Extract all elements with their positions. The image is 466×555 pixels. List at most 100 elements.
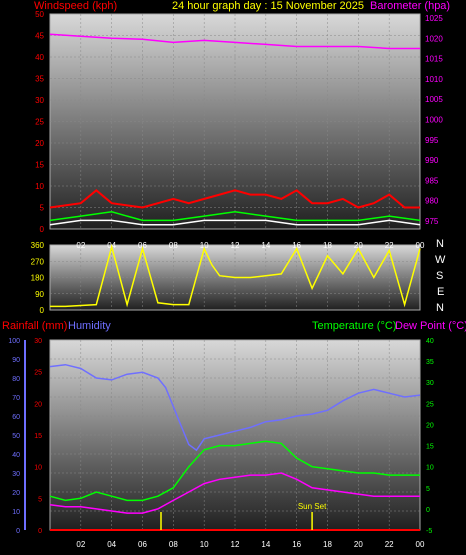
direction-tick-label: 270: [31, 257, 45, 266]
barometer-tick-label: 980: [425, 197, 439, 206]
rainfall-tick-label: 20: [34, 401, 42, 408]
direction-label-s: S: [436, 270, 444, 282]
direction-tick-label: 90: [35, 290, 44, 299]
humidity-axis-label: Humidity: [68, 320, 111, 332]
windspeed-tick-label: 25: [35, 118, 44, 127]
barometer-axis-label: Barometer (hpa): [370, 0, 451, 12]
humidity-tick-label: 60: [12, 414, 20, 421]
humidity-tick-label: 70: [12, 395, 20, 402]
windspeed-tick-label: 15: [35, 161, 44, 170]
x-tick-label: 06: [138, 241, 147, 250]
direction-label-n-top: N: [436, 238, 444, 250]
rainfall-tick-label: 30: [34, 338, 42, 345]
direction-tick-label: 360: [31, 241, 45, 250]
barometer-tick-label: 1025: [425, 14, 443, 23]
windspeed-tick-label: 40: [35, 53, 44, 62]
humidity-tick-label: 50: [12, 433, 20, 440]
windspeed-tick-label: 5: [40, 204, 45, 213]
x-tick-label: 22: [385, 241, 394, 250]
barometer-series-line: [49, 33, 420, 50]
x-tick-label: 00: [416, 241, 425, 250]
temperature-tick-label: 15: [426, 444, 434, 451]
humidity-tick-label: 40: [12, 452, 20, 459]
chart-title: 24 hour graph day : 15 November 2025: [172, 0, 365, 12]
x-tick-label: 08: [169, 241, 178, 250]
barometer-tick-label: 1005: [425, 95, 443, 104]
humidity-tick-label: 10: [12, 509, 20, 516]
temperature-tick-label: 30: [426, 380, 434, 387]
dewpoint-axis-label: Dew Point (°C): [395, 320, 466, 332]
x-tick-label: 22: [385, 540, 394, 549]
direction-tick-label: 180: [31, 274, 45, 283]
x-tick-label: 10: [200, 540, 209, 549]
x-tick-label: 20: [354, 540, 363, 549]
x-tick-label: 06: [138, 540, 147, 549]
gust-series-line: [49, 211, 421, 222]
humidity-tick-label: 20: [12, 490, 20, 497]
windspeed-axis-label: Windspeed (kph): [34, 0, 118, 12]
humidity-tick-label: 30: [12, 471, 20, 478]
windspeed-tick-label: 0: [40, 225, 45, 234]
rainfall-tick-label: 5: [38, 496, 42, 503]
rainfall-tick-label: 25: [34, 370, 42, 377]
barometer-tick-label: 1000: [425, 115, 443, 124]
temperature-tick-label: 35: [426, 359, 434, 366]
direction-label-e: E: [437, 286, 445, 298]
windspeed-tick-label: 45: [35, 32, 44, 41]
x-tick-label: 16: [292, 241, 301, 250]
temperature-tick-label: 5: [426, 486, 430, 493]
direction-tick-label: 0: [40, 306, 45, 315]
direction-label-n-bottom: N: [436, 302, 444, 314]
x-tick-label: 08: [169, 540, 178, 549]
direction-label-w: W: [435, 254, 446, 266]
direction-series-line: [50, 243, 421, 308]
barometer-tick-label: 1010: [425, 75, 443, 84]
wind-series-line: [49, 188, 420, 209]
barometer-tick-label: 985: [425, 176, 439, 185]
humidity-series-line: [49, 363, 421, 452]
dewpoint-series-line: [49, 472, 420, 514]
windspeed-tick-label: 10: [35, 182, 44, 191]
windspeed-tick-label: 20: [35, 139, 44, 148]
x-tick-label: 12: [231, 241, 240, 250]
sunset-annotation: Sun Set: [298, 502, 327, 511]
rainfall-tick-label: 0: [38, 528, 42, 535]
humidity-tick-label: 80: [12, 376, 20, 383]
windspeed-tick-label: 30: [35, 96, 44, 105]
x-tick-label: 12: [231, 540, 240, 549]
temperature-tick-label: 10: [426, 465, 434, 472]
temperature-tick-label: 25: [426, 401, 434, 408]
humidity-tick-label: 100: [8, 338, 20, 345]
windspeed-tick-label: 50: [35, 10, 44, 19]
x-tick-label: 00: [416, 540, 425, 549]
temperature-tick-label: 0: [426, 507, 430, 514]
barometer-tick-label: 995: [425, 136, 439, 145]
barometer-tick-label: 1015: [425, 55, 443, 64]
rainfall-tick-label: 15: [34, 433, 42, 440]
x-tick-label: 10: [200, 241, 209, 250]
x-tick-label: 18: [323, 540, 332, 549]
barometer-tick-label: 990: [425, 156, 439, 165]
windspeed-tick-label: 35: [35, 75, 44, 84]
x-tick-label: 02: [76, 540, 85, 549]
temperature-series-line: [49, 440, 420, 502]
rainfall-axis-label: Rainfall (mm): [2, 320, 68, 332]
x-tick-label: 16: [292, 540, 301, 549]
x-tick-label: 04: [107, 540, 116, 549]
x-tick-label: 20: [354, 241, 363, 250]
rainfall-tick-label: 10: [34, 465, 42, 472]
barometer-tick-label: 975: [425, 217, 439, 226]
temperature-tick-label: 20: [426, 422, 434, 429]
x-tick-label: 14: [261, 241, 270, 250]
temperature-axis-label: Temperature (°C): [312, 320, 397, 332]
x-tick-label: 02: [76, 241, 85, 250]
x-tick-label: 18: [323, 241, 332, 250]
wind_avg-series-line: [49, 219, 421, 226]
barometer-tick-label: 1020: [425, 34, 443, 43]
humidity-tick-label: 0: [16, 528, 20, 535]
temperature-tick-label: 40: [426, 338, 434, 345]
temperature-tick-label: -5: [426, 528, 432, 535]
humidity-tick-label: 90: [12, 357, 20, 364]
x-tick-label: 14: [261, 540, 270, 549]
